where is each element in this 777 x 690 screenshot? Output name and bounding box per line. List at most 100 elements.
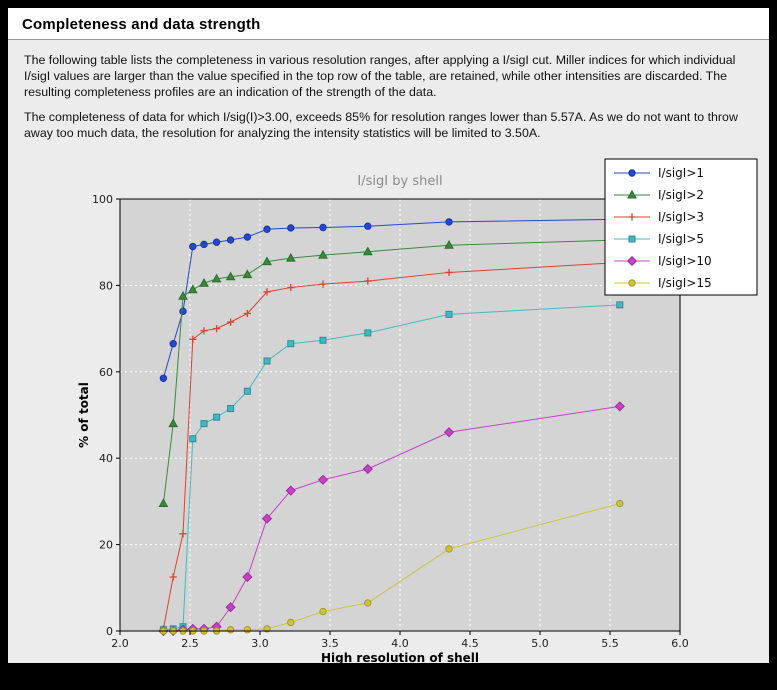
data-point-marker <box>263 625 271 633</box>
legend-item: I/sigI>2 <box>614 188 704 202</box>
data-point-marker <box>199 278 209 287</box>
data-point-marker <box>285 485 296 496</box>
data-point-marker <box>628 279 636 287</box>
data-point-marker <box>444 239 454 249</box>
data-point-marker <box>168 418 179 428</box>
legend-label: I/sigI>2 <box>658 188 704 202</box>
data-point-marker <box>319 607 327 616</box>
x-axis-label: High resolution of shell <box>321 651 479 663</box>
data-point-marker <box>362 463 373 475</box>
data-point-marker <box>362 246 373 256</box>
data-point-marker <box>287 224 295 232</box>
series-I/sigI>1 <box>159 215 624 382</box>
chart-title: I/sigI by shell <box>357 174 442 189</box>
data-point-marker <box>616 301 624 309</box>
data-point-marker <box>179 307 187 316</box>
data-point-marker <box>445 545 453 553</box>
legend-label: I/sigI>1 <box>658 166 704 180</box>
data-point-marker <box>261 513 273 524</box>
report-text: The following table lists the completene… <box>8 40 769 141</box>
data-point-marker <box>227 318 235 326</box>
legend-label: I/sigI>5 <box>658 232 704 246</box>
data-point-marker <box>443 427 455 438</box>
data-point-marker <box>317 474 329 485</box>
legend-item: I/sigI>15 <box>614 276 712 290</box>
data-point-marker <box>263 288 271 296</box>
series-I/sigI>3 <box>159 258 624 633</box>
data-point-marker <box>226 236 235 244</box>
data-point-marker <box>211 273 222 283</box>
data-point-marker <box>189 242 197 251</box>
data-point-marker <box>200 240 208 249</box>
legend-box <box>604 158 758 296</box>
x-tick-label: 2.5 <box>181 637 199 650</box>
data-point-marker <box>225 271 236 281</box>
data-point-marker <box>445 218 453 226</box>
data-point-marker <box>243 626 252 634</box>
data-point-marker <box>364 329 372 337</box>
series-line <box>162 262 620 629</box>
legend-label: I/sigI>10 <box>658 254 712 268</box>
data-point-marker <box>318 249 328 259</box>
page-title: Completeness and data strength <box>22 16 261 33</box>
data-point-marker <box>627 189 637 199</box>
data-point-marker <box>200 327 208 335</box>
y-tick-label: 20 <box>99 539 113 552</box>
data-point-marker <box>287 618 295 627</box>
data-point-marker <box>243 387 251 395</box>
data-point-marker <box>200 420 208 428</box>
intro-paragraph: The following table lists the completene… <box>24 53 736 99</box>
legend: I/sigI>1 I/sigI>2 I/sigI>3 I/sigI>5 I/sigI>1… <box>604 158 758 296</box>
x-tick-label: 2.0 <box>111 637 129 650</box>
data-point-marker <box>628 169 636 177</box>
chart-svg: 2.0 2.5 3.0 3.5 4.0 4.5 5.0 5.5 6.0 0 20 40 60 80 100 I… <box>77 158 758 663</box>
data-point-marker <box>319 336 327 344</box>
data-point-marker <box>364 222 372 230</box>
data-point-marker <box>187 284 198 294</box>
data-point-marker <box>159 374 168 382</box>
data-point-marker <box>189 335 197 343</box>
x-tick-label: 3.5 <box>321 637 339 650</box>
data-point-marker <box>628 235 636 243</box>
data-point-marker <box>364 599 372 607</box>
data-point-marker <box>226 626 235 634</box>
data-point-marker <box>285 252 296 262</box>
legend-item: I/sigI>1 <box>614 166 704 180</box>
chart-figure: 2.0 2.5 3.0 3.5 4.0 4.5 5.0 5.5 6.0 0 20 40 60 80 100 I… <box>8 141 769 663</box>
data-point-marker <box>189 435 197 443</box>
y-axis-label: % of total <box>77 382 91 448</box>
data-point-marker <box>169 340 177 348</box>
data-point-marker <box>626 255 638 267</box>
page-header: Completeness and data strength <box>8 8 769 40</box>
legend-item: I/sigI>3 <box>614 210 704 224</box>
series-I/sigI>2 <box>158 234 625 508</box>
data-point-marker <box>243 309 251 318</box>
conclusion-paragraph: The completeness of data for which I/sig… <box>24 110 738 140</box>
data-point-marker <box>445 310 453 318</box>
legend-label: I/sigI>15 <box>658 276 712 290</box>
y-tick-label: 100 <box>92 193 113 206</box>
x-tick-label: 5.5 <box>601 637 619 650</box>
data-point-marker <box>213 413 221 421</box>
data-point-marker <box>287 340 295 348</box>
data-point-marker <box>213 325 221 333</box>
data-point-marker <box>227 405 235 413</box>
data-point-marker <box>616 499 624 508</box>
series-line <box>163 304 620 631</box>
y-tick-label: 80 <box>99 279 113 292</box>
x-tick-label: 6.0 <box>671 637 689 650</box>
data-point-marker <box>263 225 271 233</box>
x-tick-label: 4.0 <box>391 637 409 650</box>
x-tick-label: 4.5 <box>461 637 479 650</box>
data-point-marker <box>178 290 188 300</box>
legend-item: I/sigI>10 <box>614 254 712 268</box>
y-tick-label: 40 <box>99 452 113 465</box>
data-point-marker <box>287 283 295 292</box>
data-point-marker <box>243 233 252 241</box>
series-line <box>162 218 620 379</box>
data-point-marker <box>242 571 253 583</box>
data-point-marker <box>169 573 177 581</box>
legend-label: I/sigI>3 <box>658 210 704 224</box>
legend-item: I/sigI>5 <box>614 232 704 246</box>
data-point-marker <box>319 223 327 232</box>
